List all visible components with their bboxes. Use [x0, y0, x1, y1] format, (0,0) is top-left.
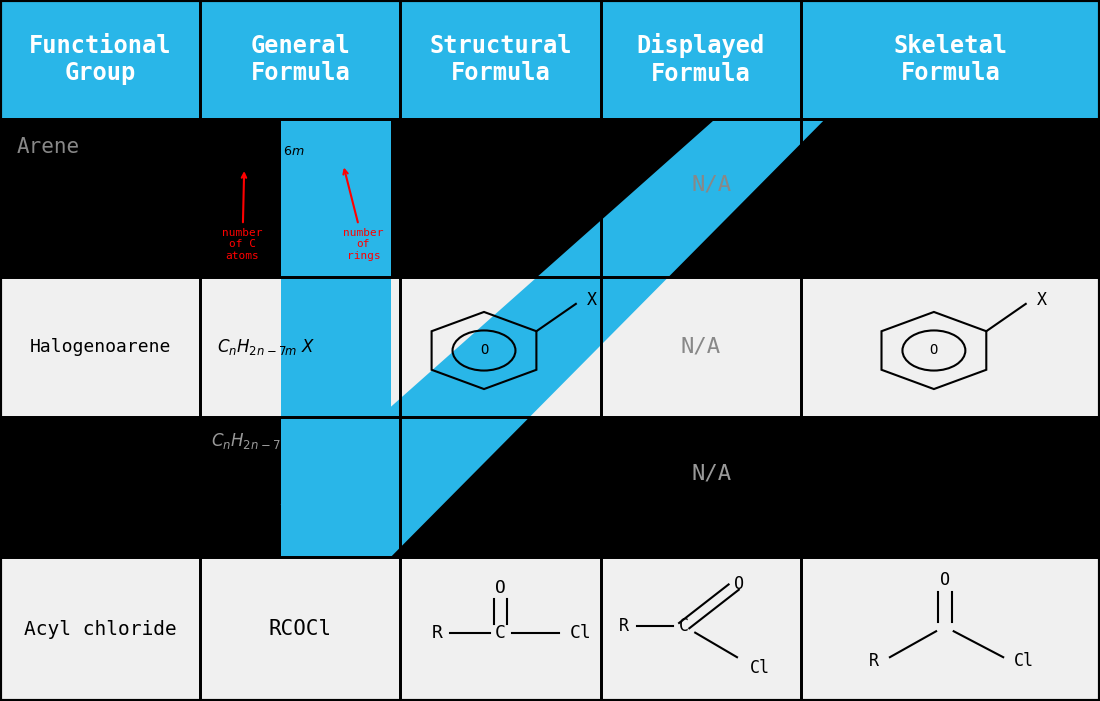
Text: $C_nH_{2n-7m}\ X$: $C_nH_{2n-7m}\ X$: [217, 337, 315, 357]
Bar: [400, 557, 601, 701]
Bar: [801, 119, 1100, 277]
Bar: [400, 119, 601, 277]
Bar: [801, 0, 1100, 119]
Bar: [601, 0, 801, 119]
Bar: [200, 119, 400, 277]
Bar: [400, 557, 601, 701]
Bar: [601, 557, 801, 701]
Bar: [200, 417, 400, 557]
Text: N/A: N/A: [692, 174, 732, 194]
Bar: [801, 119, 1100, 277]
Polygon shape: [280, 119, 825, 557]
Text: Acyl chloride: Acyl chloride: [24, 620, 176, 639]
Bar: [601, 277, 801, 417]
Text: R: R: [431, 624, 442, 641]
Text: N/A: N/A: [681, 337, 720, 357]
Text: $C_nH_{2n-6m}$: $C_nH_{2n-6m}$: [217, 137, 305, 157]
Bar: [801, 277, 1100, 417]
Bar: [801, 557, 1100, 701]
Bar: [400, 0, 601, 119]
Bar: [400, 0, 601, 119]
Text: O: O: [495, 580, 506, 597]
Polygon shape: [319, 0, 418, 119]
Polygon shape: [726, 0, 858, 119]
Text: General
Formula: General Formula: [251, 34, 350, 86]
Bar: [601, 119, 801, 277]
Text: Structural
Formula: Structural Formula: [429, 34, 572, 86]
Bar: [0, 417, 200, 557]
Bar: [200, 0, 400, 119]
Text: N/A: N/A: [692, 463, 732, 483]
Text: number
of
rings: number of rings: [343, 170, 384, 261]
Bar: [601, 417, 801, 557]
Text: O: O: [734, 575, 745, 592]
Text: O: O: [939, 571, 950, 589]
Bar: [200, 119, 400, 277]
Text: O: O: [480, 343, 488, 358]
Bar: [400, 119, 601, 277]
Bar: [601, 557, 801, 701]
Bar: [601, 417, 801, 557]
Bar: [601, 277, 801, 417]
Bar: [200, 0, 400, 119]
Bar: [400, 417, 601, 557]
Bar: [0, 277, 200, 417]
Bar: [801, 417, 1100, 557]
Text: R: R: [869, 652, 879, 669]
Text: Skeletal
Formula: Skeletal Formula: [893, 34, 1008, 86]
Bar: [801, 0, 1100, 119]
Text: C: C: [679, 617, 690, 634]
Bar: [601, 119, 801, 277]
Text: Cl: Cl: [750, 659, 770, 676]
Bar: [0, 119, 200, 277]
Bar: [601, 0, 801, 119]
Text: Cl: Cl: [570, 624, 592, 641]
Bar: [400, 417, 601, 557]
Bar: [400, 277, 601, 417]
Bar: [0, 0, 200, 119]
Bar: [0, 119, 200, 277]
Bar: [0, 0, 200, 119]
Bar: [400, 277, 601, 417]
Bar: [801, 417, 1100, 557]
Bar: [200, 417, 400, 557]
Bar: [200, 557, 400, 701]
Text: X: X: [587, 292, 597, 309]
Text: $C_nH_{2n-7}$: $C_nH_{2n-7}$: [211, 431, 280, 451]
Bar: [801, 277, 1100, 417]
Bar: [0, 557, 200, 701]
Text: number
of C
atoms: number of C atoms: [222, 173, 263, 261]
Text: Cl: Cl: [1014, 652, 1034, 669]
Text: Functional
Group: Functional Group: [29, 34, 172, 86]
Text: X: X: [1036, 292, 1047, 309]
Text: C: C: [495, 624, 506, 641]
Bar: [200, 277, 400, 417]
Polygon shape: [280, 119, 390, 557]
Text: O: O: [930, 343, 938, 358]
Text: Arene: Arene: [16, 137, 79, 157]
Bar: [801, 557, 1100, 701]
Bar: [0, 417, 200, 557]
Text: Displayed
Formula: Displayed Formula: [637, 33, 764, 86]
Bar: [0, 557, 200, 701]
Bar: [200, 277, 400, 417]
Bar: [200, 557, 400, 701]
Text: RCOCl: RCOCl: [268, 619, 332, 639]
Text: Halogenoarene: Halogenoarene: [30, 338, 170, 356]
Bar: [0, 277, 200, 417]
Text: R: R: [618, 617, 629, 634]
